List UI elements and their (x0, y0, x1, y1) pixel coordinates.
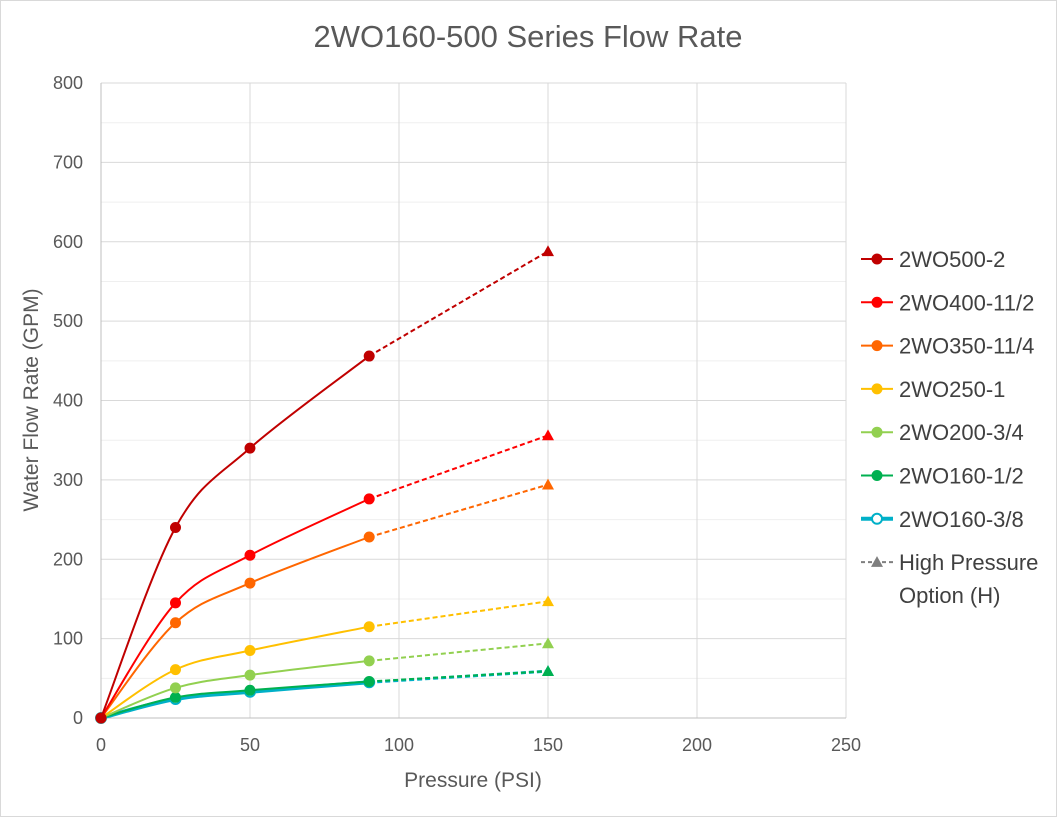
series-2wo250-1 (95, 595, 554, 724)
data-point (363, 531, 375, 543)
high-pressure-line (368, 483, 549, 538)
chart-title: 2WO160-500 Series Flow Rate (313, 19, 742, 54)
data-point (363, 621, 375, 633)
y-tick-label: 0 (73, 708, 83, 728)
data-point (244, 442, 256, 454)
series-line (100, 625, 370, 719)
axes (100, 83, 846, 719)
data-point (363, 655, 375, 667)
x-tick-label: 0 (96, 735, 106, 755)
series-2wo350-11-4 (95, 478, 554, 724)
y-tick-label: 200 (53, 549, 83, 569)
high-pressure-point (542, 665, 554, 676)
data-point (170, 682, 181, 694)
plot-area (95, 245, 554, 724)
high-pressure-line (368, 250, 549, 357)
data-point (363, 675, 375, 687)
high-pressure-line (369, 670, 549, 683)
series-line (100, 659, 370, 719)
high-pressure-point (542, 478, 554, 490)
series-2wo200-3-4 (95, 637, 554, 724)
high-pressure-line (368, 434, 549, 500)
legend-marker (871, 426, 883, 438)
y-tick-label: 800 (53, 73, 83, 93)
series-line (100, 497, 370, 719)
x-tick-label: 200 (682, 735, 712, 755)
legend-item: 2WO250-1 (861, 377, 1005, 402)
data-point (170, 522, 181, 533)
data-point (170, 597, 181, 609)
x-tick-label: 100 (384, 735, 414, 755)
legend-item: 2WO160-3/8 (861, 507, 1024, 532)
high-pressure-line (369, 600, 549, 628)
series-line (100, 680, 370, 719)
series-2wo160-1-2 (95, 665, 554, 724)
data-point (95, 712, 107, 724)
data-point (170, 617, 181, 629)
y-tick-label: 400 (53, 391, 83, 411)
legend-label: 2WO160-3/8 (899, 507, 1024, 532)
series-line (100, 536, 370, 719)
tick-labels: 0 100 200 300 400 500 600 700 800 0 50 100 150 200 250 (53, 73, 861, 755)
legend-label: 2WO500-2 (899, 247, 1005, 272)
high-pressure-point (542, 429, 554, 441)
x-tick-label: 150 (533, 735, 563, 755)
series-2wo500-2 (95, 245, 554, 724)
high-pressure-point (542, 595, 554, 607)
legend-label: Option (H) (899, 583, 1000, 608)
legend-label: High Pressure (899, 550, 1038, 575)
legend-item: 2WO350-11/4 (861, 334, 1034, 359)
y-tick-label: 300 (53, 470, 83, 490)
series-2wo400-11-2 (95, 429, 554, 724)
data-point (244, 669, 256, 681)
legend-label: 2WO400-11/2 (899, 290, 1034, 315)
legend-marker (871, 470, 883, 481)
x-tick-label: 50 (240, 735, 260, 755)
x-axis-label: Pressure (PSI) (404, 769, 542, 792)
legend-marker (871, 253, 883, 265)
x-tick-label: 250 (831, 735, 861, 755)
high-pressure-line (369, 642, 549, 662)
legend-item: 2WO500-2 (861, 247, 1005, 272)
high-pressure-point (542, 637, 554, 649)
legend-item-high-pressure: High Pressure Option (H) (861, 550, 1038, 608)
data-point (363, 350, 375, 362)
legend-marker (871, 383, 883, 395)
data-point (170, 691, 181, 703)
legend-label: 2WO250-1 (899, 377, 1005, 402)
legend-marker (871, 296, 883, 308)
grid-lines (101, 82, 847, 718)
legend-label: 2WO350-11/4 (899, 334, 1034, 359)
legend-marker (871, 556, 883, 567)
data-point (244, 684, 256, 696)
y-axis-label: Water Flow Rate (GPM) (20, 288, 43, 511)
legend: 2WO500-2 2WO400-11/2 2WO350-11/4 2WO250-1 2W… (861, 247, 1038, 608)
y-tick-label: 700 (53, 152, 83, 172)
legend-item: 2WO400-11/2 (861, 290, 1034, 315)
y-tick-label: 600 (53, 232, 83, 252)
legend-label: 2WO200-3/4 (899, 420, 1024, 445)
data-point (170, 664, 181, 676)
legend-item: 2WO200-3/4 (861, 420, 1024, 445)
legend-marker (871, 340, 883, 352)
y-tick-label: 500 (53, 311, 83, 331)
data-point (363, 493, 375, 505)
data-point (244, 645, 256, 657)
legend-label: 2WO160-1/2 (899, 464, 1024, 489)
data-point (244, 549, 256, 561)
y-tick-label: 100 (53, 629, 83, 649)
series-line (100, 355, 370, 719)
data-point (244, 577, 256, 589)
legend-marker (871, 512, 883, 525)
high-pressure-point (542, 245, 554, 257)
legend-item: 2WO160-1/2 (861, 464, 1024, 489)
